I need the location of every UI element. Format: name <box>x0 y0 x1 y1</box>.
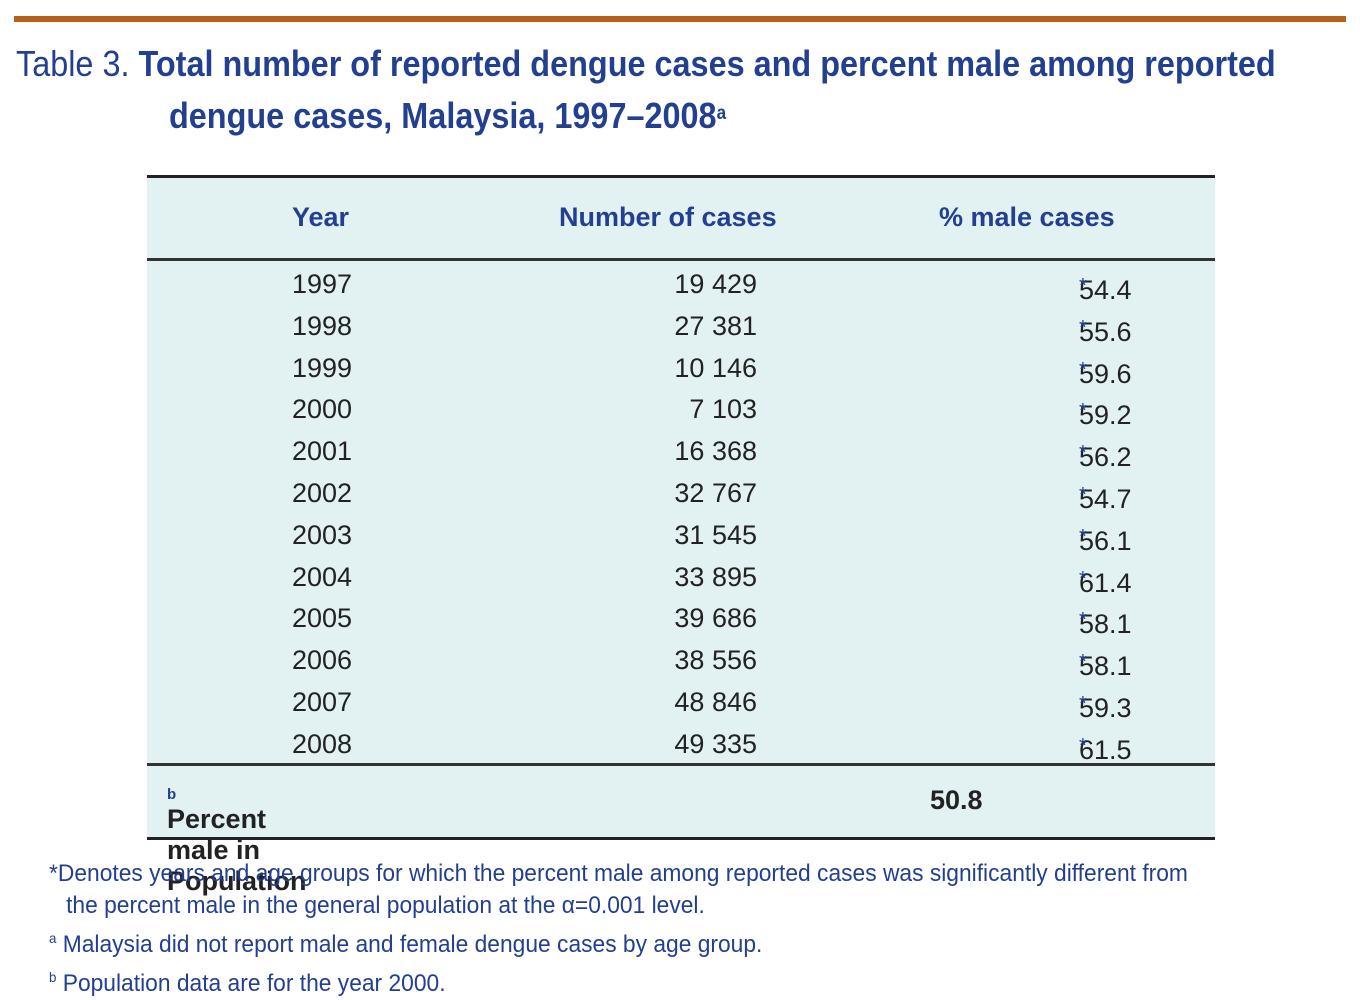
title-line2-text: dengue cases, Malaysia, 1997–2008 <box>169 95 717 136</box>
pct-value: 55.6 <box>1079 316 1132 347</box>
footer-marker: b <box>167 786 177 803</box>
significance-marker: * <box>1079 609 1087 632</box>
cell-cases: 27 381 <box>674 310 757 341</box>
significance-marker: * <box>1079 316 1087 339</box>
significance-marker: * <box>1079 275 1087 297</box>
cell-year: 2000 <box>292 394 353 425</box>
cell-cases: 10 146 <box>674 352 757 383</box>
significance-marker: * <box>1079 358 1087 381</box>
note-b-text: Population data are for the year 2000. <box>56 970 446 997</box>
cell-year: 1999 <box>292 352 353 383</box>
cell-year: 2002 <box>292 478 353 508</box>
title-footnote-marker: a <box>716 103 727 124</box>
cell-year: 2004 <box>292 561 353 592</box>
pct-value: 61.5 <box>1079 734 1132 765</box>
significance-marker: * <box>1079 567 1087 590</box>
significance-marker: * <box>1079 400 1087 423</box>
cell-year: 2001 <box>292 436 353 467</box>
header-pct-male: % male cases <box>939 202 1115 232</box>
note-b: b Population data are for the year 2000. <box>49 961 1188 1000</box>
note-asterisk-line1: *Denotes years and age groups for which … <box>49 860 1188 887</box>
significance-marker: * <box>1079 651 1087 674</box>
footer-label-text: Percent male in Population <box>167 804 307 896</box>
data-table: Year Number of cases % male cases 1997 19… <box>147 175 1215 896</box>
footer-value: 50.8 <box>930 785 983 815</box>
cell-cases: 7 103 <box>689 394 757 425</box>
cell-cases: 16 368 <box>674 436 757 467</box>
table-row: 2000 7 103 59.2 * <box>147 388 1215 430</box>
significance-marker: * <box>1079 734 1087 757</box>
cell-cases: 49 335 <box>674 728 757 759</box>
significance-marker: * <box>1079 442 1087 465</box>
cell-cases: 32 767 <box>674 478 757 508</box>
pct-value: 59.6 <box>1079 358 1132 389</box>
table-title: Table 3. Total number of reported dengue… <box>16 38 1276 142</box>
table-row: 1999 10 146 59.6 * <box>147 347 1215 389</box>
significance-marker: * <box>1079 693 1087 715</box>
cell-cases: 38 556 <box>674 645 757 676</box>
cell-cases: 19 429 <box>674 269 757 299</box>
cell-cases: 39 686 <box>674 603 757 634</box>
cell-year: 2007 <box>292 687 353 717</box>
pct-value: 58.1 <box>1079 651 1132 682</box>
accent-divider <box>14 16 1346 22</box>
footnotes: *Denotes years and age groups for which … <box>49 858 1188 1000</box>
note-b-marker: b <box>49 969 57 985</box>
table-row: 2003 31 545 56.1 * <box>147 514 1215 556</box>
cell-year: 2003 <box>292 519 353 550</box>
cell-year: 2005 <box>292 603 353 634</box>
note-a-text: Malaysia did not report male and female … <box>56 931 763 958</box>
cell-year: 2008 <box>292 728 353 759</box>
title-line1: Total number of reported dengue cases an… <box>138 43 1276 84</box>
footer-label: Percent male in Population b <box>167 785 306 896</box>
pct-value: 59.3 <box>1079 693 1132 723</box>
cell-cases: 31 545 <box>674 519 757 550</box>
cell-year: 2006 <box>292 645 353 676</box>
pct-value: 58.1 <box>1079 609 1132 640</box>
table-row: 1997 19 429 54.4 * <box>147 263 1215 305</box>
table-header: Year Number of cases % male cases <box>147 178 1215 261</box>
table-row: 1998 27 381 55.6 * <box>147 305 1215 347</box>
header-year: Year <box>292 202 350 232</box>
table-row: 2005 39 686 58.1 * <box>147 597 1215 639</box>
table-row: 2007 48 846 59.3 * <box>147 681 1215 723</box>
cell-cases: 33 895 <box>674 561 757 592</box>
table-footer-row: Percent male in Population b 50.8 <box>147 763 1215 896</box>
title-prefix: Table 3. <box>16 43 130 84</box>
cell-year: 1997 <box>292 269 353 299</box>
note-asterisk-line2: the percent male in the general populati… <box>66 892 705 919</box>
table-row: 2002 32 767 54.7 * <box>147 472 1215 514</box>
pct-value: 61.4 <box>1079 567 1132 598</box>
table-row: 2001 16 368 56.2 * <box>147 430 1215 472</box>
significance-marker: * <box>1079 484 1087 506</box>
cell-year: 1998 <box>292 310 353 341</box>
pct-value: 59.2 <box>1079 400 1132 431</box>
pct-value: 56.2 <box>1079 442 1132 473</box>
note-a-marker: a <box>49 930 57 946</box>
cell-cases: 48 846 <box>674 687 757 717</box>
note-a: a Malaysia did not report male and femal… <box>49 922 1188 961</box>
pct-value: 56.1 <box>1079 525 1132 556</box>
header-cases: Number of cases <box>559 202 777 232</box>
table-row: 2006 38 556 58.1 * <box>147 639 1215 681</box>
title-line2: dengue cases, Malaysia, 1997–2008a <box>16 90 1222 142</box>
pct-value: 54.4 <box>1079 275 1132 305</box>
table-row: 2008 49 335 61.5 * <box>147 723 1215 765</box>
significance-marker: * <box>1079 525 1087 548</box>
table-row: 2004 33 895 61.4 * <box>147 556 1215 598</box>
pct-value: 54.7 <box>1079 484 1132 514</box>
